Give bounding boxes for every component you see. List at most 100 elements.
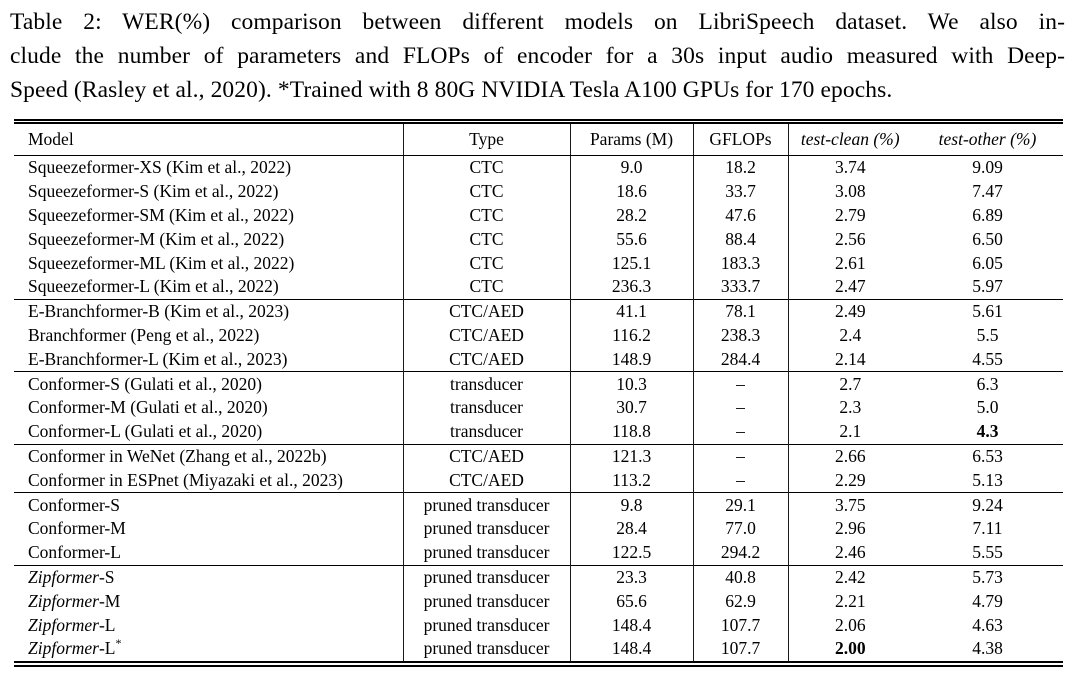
cell-test-other: 5.61 <box>912 298 1063 324</box>
cell-gflops: 62.9 <box>693 589 789 614</box>
cell-test-other: 9.24 <box>912 492 1063 517</box>
cell-type: CTC/AED <box>403 298 571 324</box>
cell-gflops: 40.8 <box>693 564 789 590</box>
cell-test-other: 6.89 <box>972 204 1003 225</box>
cell-test-clean: 2.42 <box>788 564 912 590</box>
cell-type: CTC/AED <box>403 323 571 348</box>
cell-params: 148.4 <box>570 613 694 637</box>
cell-gflops: 78.1 <box>693 298 789 324</box>
cell-params: 9.0 <box>570 155 694 180</box>
cell-model: Squeezeformer-XS (Kim et al., 2022) <box>14 155 404 180</box>
cell-test-clean: 2.49 <box>788 298 912 324</box>
cell-test-other: 7.11 <box>972 518 1003 539</box>
cell-test-clean: 2.21 <box>834 590 866 611</box>
table-row: Conformer-M pruned transducer 28.4 77.0 2.96… <box>14 516 1063 541</box>
cell-test-clean: 2.47 <box>834 276 866 297</box>
cell-params: 236.3 <box>570 274 694 300</box>
cell-type: CTC/AED <box>403 468 571 493</box>
cell-model: E-Branchformer-B (Kim et al., 2023) <box>14 298 404 324</box>
cell-params: 148.9 <box>570 347 694 372</box>
cell-test-clean: 2.3 <box>839 397 862 418</box>
column-header-type: Type <box>403 121 571 156</box>
caption-line: clude the number of parameters and FLOPs… <box>10 43 1065 69</box>
cell-test-clean: 2.61 <box>834 252 866 273</box>
table-row: Squeezeformer-M (Kim et al., 2022) CTC 55.… <box>14 227 1063 252</box>
cell-params: 23.3 <box>570 564 694 590</box>
cell-test-other: 5.0 <box>976 397 999 418</box>
column-header-test-other: test-other (%) <box>912 121 1063 156</box>
table-row: Squeezeformer-XS (Kim et al., 2022) CTC 9.… <box>14 155 1063 180</box>
cell-type: CTC <box>403 251 571 275</box>
cell-model: Conformer-L (Gulati et al., 2020) <box>14 419 404 445</box>
cell-gflops: – <box>693 443 789 469</box>
cell-type: CTC <box>403 274 571 300</box>
cell-params: 148.4 <box>570 636 694 664</box>
cell-model: Squeezeformer-S (Kim et al., 2022) <box>14 179 404 204</box>
cell-type: transducer <box>403 395 571 420</box>
cell-type: pruned transducer <box>403 540 571 566</box>
cell-params: 28.2 <box>570 203 694 228</box>
caption-line: Speed (Rasley et al., 2020). *Trained wi… <box>10 77 893 103</box>
cell-test-other: 6.05 <box>972 252 1003 273</box>
column-header-gflops: GFLOPs <box>693 121 789 156</box>
cell-model: Conformer-S <box>14 492 404 517</box>
cell-test-other: 4.79 <box>972 590 1003 611</box>
cell-model: Zipformer-M <box>14 589 404 614</box>
table-row: Conformer-L pruned transducer 122.5 294.2 2.… <box>14 540 1063 566</box>
cell-params: 121.3 <box>570 443 694 469</box>
table-row: Squeezeformer-ML (Kim et al., 2022) CTC 12… <box>14 251 1063 275</box>
cell-model: Squeezeformer-SM (Kim et al., 2022) <box>14 203 404 228</box>
model-name-italic: Zipformer <box>28 566 99 587</box>
cell-model: Zipformer-L <box>14 613 404 637</box>
cell-gflops: 47.6 <box>693 203 789 228</box>
cell-type: pruned transducer <box>403 636 571 664</box>
cell-gflops: 333.7 <box>693 274 789 300</box>
cell-gflops: 77.0 <box>693 516 789 541</box>
model-name-italic: Zipformer <box>28 614 99 635</box>
cell-test-clean: 3.74 <box>834 157 866 178</box>
table-row: Squeezeformer-S (Kim et al., 2022) CTC 18.… <box>14 179 1063 204</box>
cell-test-other: 7.47 <box>972 181 1003 202</box>
cell-type: transducer <box>403 371 571 396</box>
cell-test-other: 4.63 <box>972 614 1003 635</box>
cell-test-other: 5.13 <box>972 469 1003 490</box>
cell-type: pruned transducer <box>403 516 571 541</box>
model-name-suffix: -L <box>98 614 116 635</box>
cell-gflops: 107.7 <box>693 636 789 664</box>
cell-params: 30.7 <box>570 395 694 420</box>
cell-type: pruned transducer <box>403 492 571 517</box>
cell-params: 122.5 <box>570 540 694 566</box>
cell-model: Conformer in WeNet (Zhang et al., 2022b) <box>14 443 404 469</box>
results-table-container: Model Type Params (M) GFLOPs test-clean … <box>14 119 1065 667</box>
cell-test-other: 6.3 <box>912 371 1063 396</box>
cell-model: Conformer-M <box>14 516 404 541</box>
cell-gflops: 29.1 <box>693 492 789 517</box>
cell-model: Squeezeformer-L (Kim et al., 2022) <box>14 274 404 300</box>
cell-params: 41.1 <box>570 298 694 324</box>
table-row: Conformer in ESPnet (Miyazaki et al., 20… <box>14 468 1063 493</box>
cell-type: pruned transducer <box>403 564 571 590</box>
cell-type: CTC <box>403 179 571 204</box>
cell-gflops: 33.7 <box>693 179 789 204</box>
cell-type: pruned transducer <box>403 613 571 637</box>
cell-params: 118.8 <box>570 419 694 445</box>
cell-test-clean: 2.46 <box>834 542 866 563</box>
cell-params: 65.6 <box>570 589 694 614</box>
cell-gflops: – <box>693 395 789 420</box>
cell-params: 113.2 <box>570 468 694 493</box>
table-row: Conformer-M (Gulati et al., 2020) transdu… <box>14 395 1063 420</box>
cell-test-other: 5.73 <box>912 564 1063 590</box>
table-body: Squeezeformer-XS (Kim et al., 2022) CTC 9.… <box>14 155 1063 664</box>
cell-gflops: 107.7 <box>693 613 789 637</box>
cell-params: 28.4 <box>570 516 694 541</box>
cell-test-other: 4.3 <box>976 421 999 442</box>
cell-test-other: 5.97 <box>972 276 1003 297</box>
cell-test-clean: 2.56 <box>834 228 866 249</box>
cell-test-other: 4.38 <box>972 638 1003 659</box>
table-caption: Table 2: WER(%) comparison between diffe… <box>10 5 1065 107</box>
table-row: Branchformer (Peng et al., 2022) CTC/AED 1… <box>14 323 1063 348</box>
model-name-italic: Zipformer <box>28 638 99 659</box>
cell-params: 18.6 <box>570 179 694 204</box>
model-name-suffix: -L <box>98 638 116 659</box>
cell-model: Conformer-S (Gulati et al., 2020) <box>14 371 404 396</box>
